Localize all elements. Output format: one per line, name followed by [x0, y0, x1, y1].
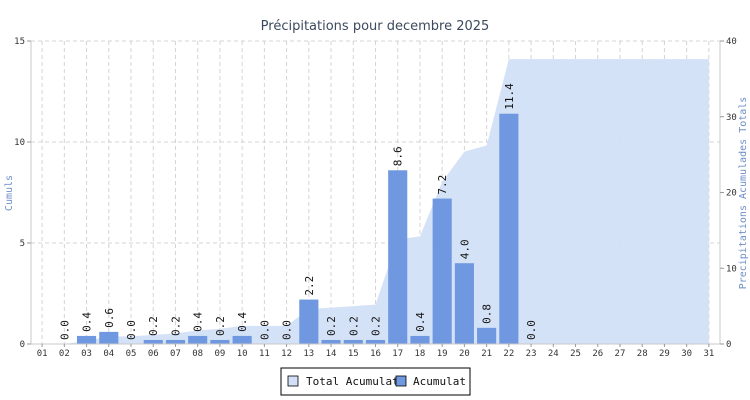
data-label-06: 0.2: [147, 316, 160, 336]
data-label-23: 0.0: [525, 320, 538, 340]
data-label-17: 8.6: [392, 146, 405, 166]
x-axis-tick-label: 22: [503, 349, 514, 359]
x-axis-tick-label: 10: [237, 349, 248, 359]
x-axis-tick-label: 01: [37, 349, 48, 359]
y-axis-left-tick-label: 15: [14, 37, 25, 47]
legend-swatch-acumulat: [395, 375, 407, 387]
x-axis-tick-label: 18: [415, 349, 426, 359]
acumulat-bars: [77, 113, 519, 344]
x-axis-tick-label: 12: [281, 349, 292, 359]
legend-label-total-acumulat: Total Acumulat: [306, 375, 399, 388]
x-axis-tick-label: 20: [459, 349, 470, 359]
bar-21: [477, 327, 497, 344]
bar-22: [499, 113, 519, 344]
data-label-08: 0.4: [192, 312, 205, 332]
y-axis-right-tick-label: 30: [726, 113, 737, 123]
legend: Total Acumulat Acumulat: [280, 367, 471, 396]
bar-06: [143, 339, 163, 344]
y-axis-left-tick-label: 0: [20, 340, 25, 350]
x-axis-tick-label: 27: [615, 349, 626, 359]
bar-15: [343, 339, 363, 344]
x-axis-tick-label: 06: [148, 349, 159, 359]
bar-17: [388, 170, 408, 344]
legend-label-acumulat: Acumulat: [413, 375, 466, 388]
y-axis-left-label: Cumuls: [4, 175, 15, 211]
data-label-15: 0.2: [347, 316, 360, 336]
bar-09: [210, 339, 230, 344]
data-label-07: 0.2: [169, 316, 182, 336]
data-label-14: 0.2: [325, 316, 338, 336]
data-label-11: 0.0: [258, 320, 271, 340]
x-axis-tick-label: 29: [659, 349, 670, 359]
chart-title: Précipitations pour decembre 2025: [261, 19, 490, 34]
x-axis-tick-label: 09: [214, 349, 225, 359]
y-axis-right-tick-label: 20: [726, 189, 737, 199]
x-axis-tick-label: 19: [437, 349, 448, 359]
x-axis-tick-label: 14: [326, 349, 337, 359]
data-label-21: 0.8: [481, 304, 494, 324]
x-axis-tick-label: 25: [570, 349, 581, 359]
x-axis-tick-label: 30: [681, 349, 692, 359]
y-axis-right-tick-label: 10: [726, 264, 737, 274]
data-label-16: 0.2: [370, 316, 383, 336]
data-label-13: 2.2: [303, 276, 316, 296]
data-label-18: 0.4: [414, 312, 427, 332]
x-axis-tick-label: 31: [703, 349, 714, 359]
bar-20: [454, 263, 474, 344]
bar-19: [432, 198, 452, 344]
total-acumulat-area: [42, 59, 709, 345]
y-axis-right-tick-label: 40: [726, 37, 737, 47]
x-axis-tick-label: 28: [637, 349, 648, 359]
x-axis-tick-label: 04: [103, 349, 114, 359]
x-axis-tick-label: 15: [348, 349, 359, 359]
bar-16: [365, 339, 386, 344]
bar-08: [188, 335, 208, 344]
x-axis-tick-label: 05: [126, 349, 137, 359]
bar-18: [410, 335, 430, 344]
data-label-03: 0.4: [81, 312, 94, 332]
x-axis-tick-label: 11: [259, 349, 270, 359]
legend-box: [280, 367, 471, 396]
y-axis-right-label: Precipitations Acumulades Totals: [738, 97, 749, 290]
bar-14: [321, 339, 341, 344]
bar-07: [165, 339, 186, 344]
data-label-04: 0.6: [103, 308, 116, 328]
bar-04: [99, 331, 119, 344]
data-label-19: 7.2: [436, 175, 449, 195]
data-label-02: 0.0: [58, 320, 71, 340]
x-axis-tick-label: 03: [81, 349, 92, 359]
x-axis-tick-label: 16: [370, 349, 381, 359]
data-label-20: 4.0: [458, 239, 471, 259]
x-axis-tick-label: 21: [481, 349, 492, 359]
x-axis-tick-label: 02: [59, 349, 70, 359]
bar-13: [299, 299, 319, 344]
x-axis-tick-label: 23: [526, 349, 537, 359]
data-labels: 0.0 0.4 0.6 0.0 0.2 0.2 0.4 0.2 0.4 0.0 0.0 2.2 0.2 0…: [58, 83, 538, 340]
data-label-05: 0.0: [125, 320, 138, 340]
bar-10: [232, 335, 252, 344]
data-label-09: 0.2: [214, 316, 227, 336]
x-axis-tick-label: 08: [192, 349, 203, 359]
x-axis-tick-label: 13: [303, 349, 314, 359]
data-label-10: 0.4: [236, 312, 249, 332]
area-total-acumulat: [42, 59, 709, 345]
x-axis-tick-label: 26: [592, 349, 603, 359]
x-axis-tick-label: 17: [392, 349, 403, 359]
x-axis-tick-label: 07: [170, 349, 181, 359]
y-axis-right-tick-label: 0: [726, 340, 731, 350]
y-axis-left-tick-label: 10: [14, 138, 25, 148]
y-axis-left-tick-label: 5: [20, 239, 25, 249]
data-label-12: 0.0: [281, 320, 294, 340]
data-label-22: 11.4: [503, 83, 516, 110]
x-axis-tick-label: 24: [548, 349, 559, 359]
bar-03: [77, 335, 97, 344]
legend-swatch-total-acumulat: [287, 375, 299, 387]
